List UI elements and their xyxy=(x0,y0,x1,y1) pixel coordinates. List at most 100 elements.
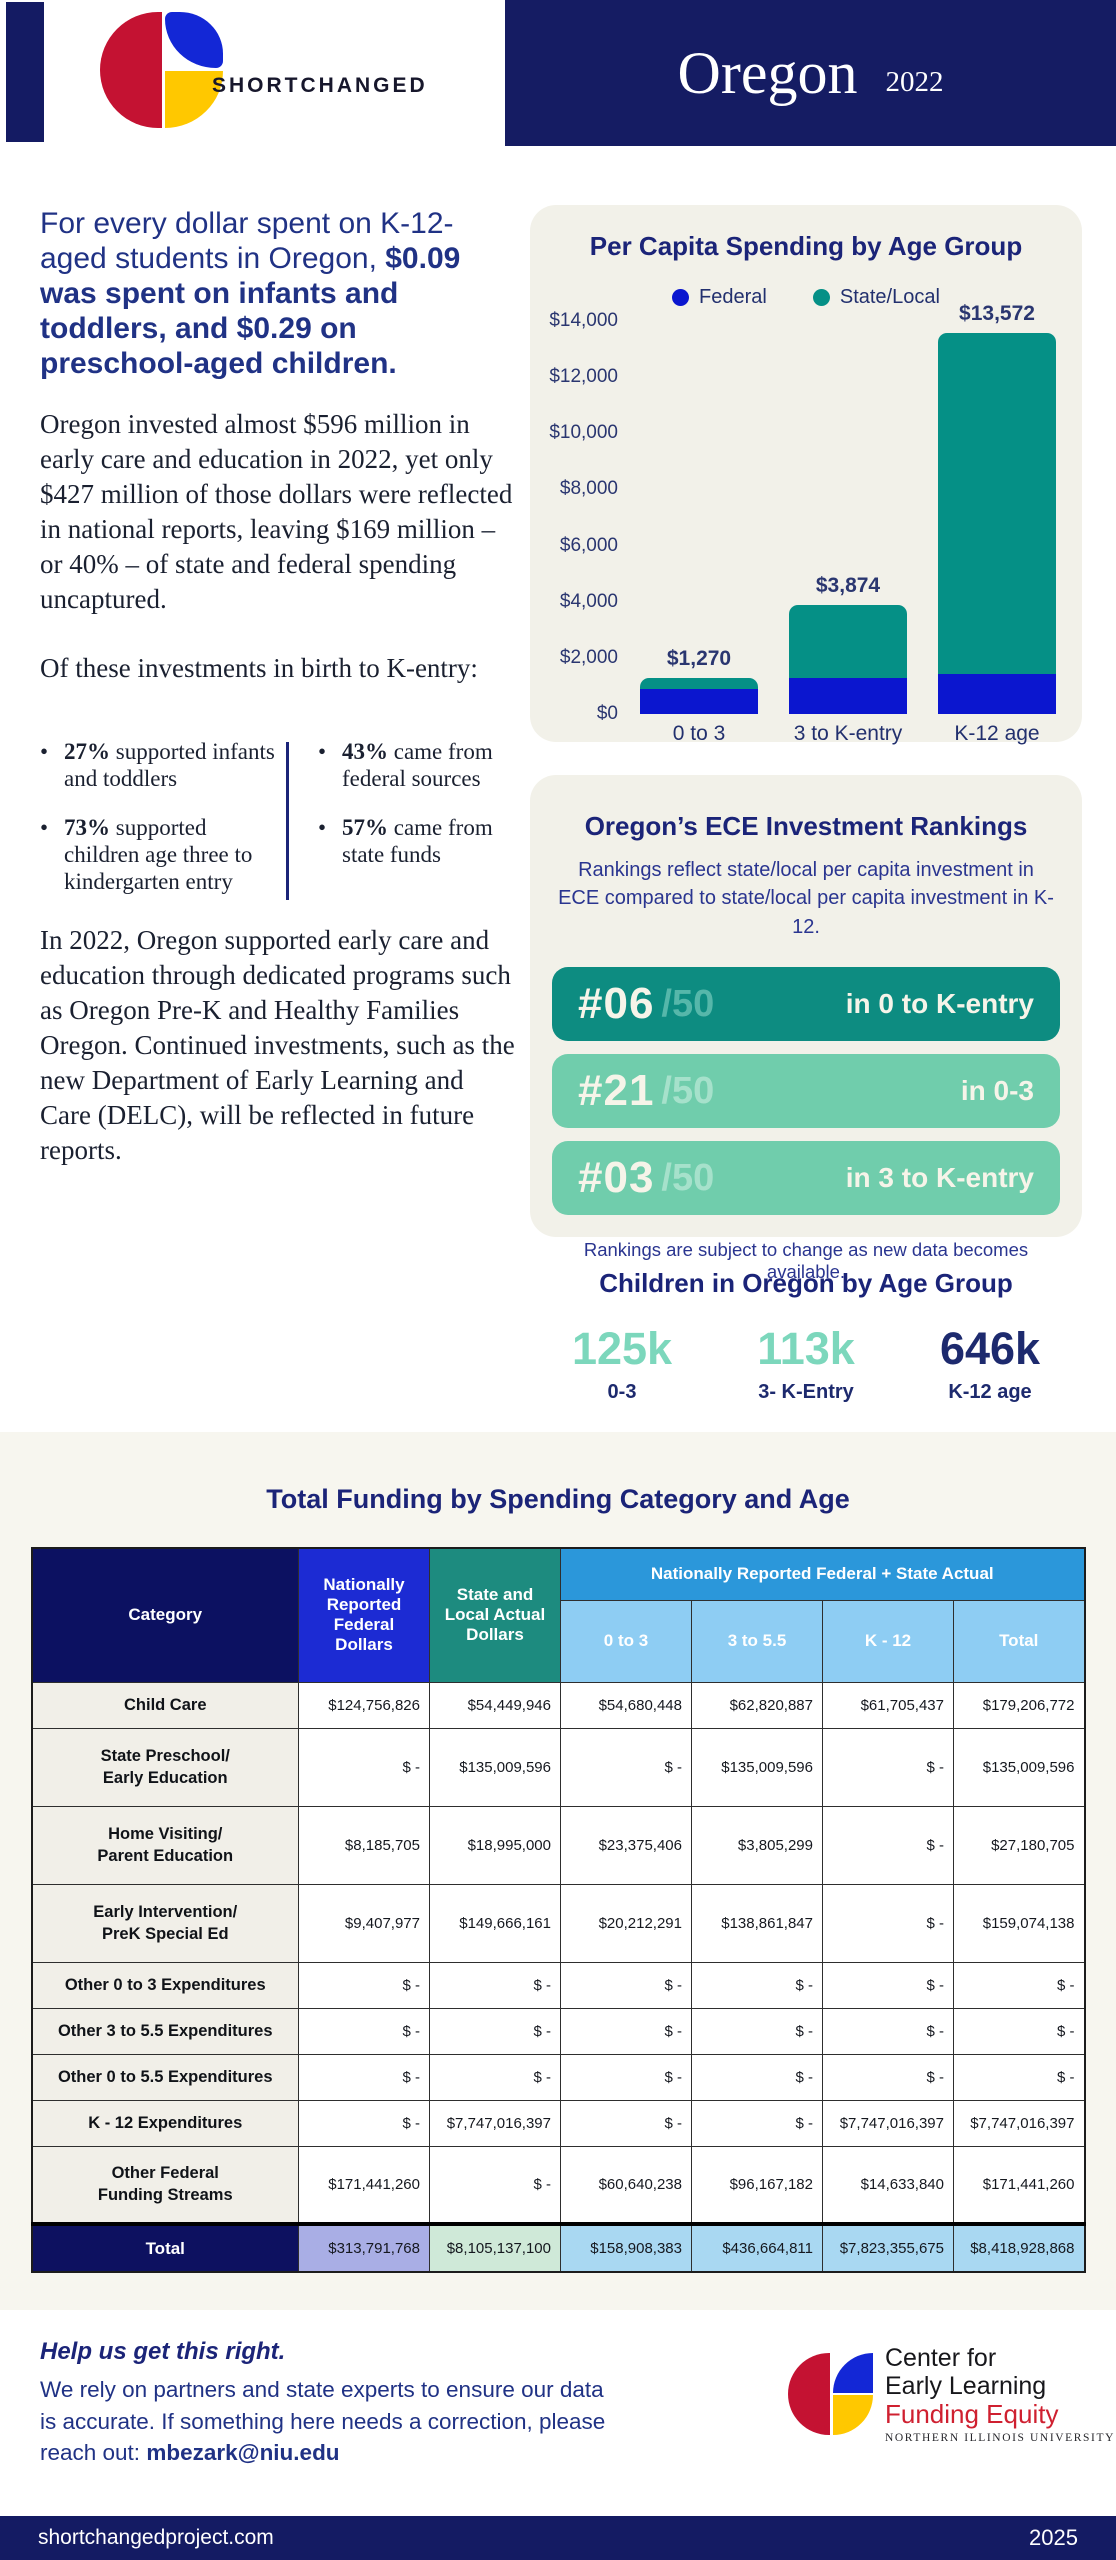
child-stat-label: 0-3 xyxy=(607,1381,637,1403)
row-value-cell: $ - xyxy=(953,2053,1085,2101)
ranking-rank: #03 xyxy=(578,1153,655,1203)
child-stat-value: 113k xyxy=(757,1323,855,1374)
row-category-cell: State Preschool/Early Education xyxy=(31,1727,299,1807)
y-tick-label: $4,000 xyxy=(559,590,618,612)
state-title-banner: Oregon 2022 xyxy=(505,0,1116,146)
total-value-cell: $158,908,383 xyxy=(560,2222,692,2273)
table-row: State Preschool/Early Education $ - $135,0… xyxy=(31,1727,1085,1807)
logo-red-shape xyxy=(100,12,162,128)
row-category-cell: Child Care xyxy=(31,1681,299,1729)
x-axis-label: K-12 age xyxy=(954,722,1040,745)
child-stat: 125k 0-3 xyxy=(530,1323,714,1404)
chart-title: Per Capita Spending by Age Group xyxy=(589,231,1023,261)
chart-body: $14,000 $12,000 $10,000 $8,000 $6,000 $4,000 $… xyxy=(548,302,1064,724)
celfe-line2: Early Learning xyxy=(885,2372,1047,2400)
rankings-note: Rankings are subject to change as new da… xyxy=(583,1239,1029,1283)
bar-stack: $13,572 xyxy=(938,302,1056,714)
celfe-logo: Center for Early Learning Funding Equity… xyxy=(788,2344,1115,2445)
row-value-cell: $8,185,705 xyxy=(298,1805,430,1885)
row-value-cell: $179,206,772 xyxy=(953,1681,1085,1729)
bullet-item: 43% came from federal sources xyxy=(318,738,508,792)
row-category-cell: K - 12 Expenditures xyxy=(31,2099,299,2147)
row-value-cell: $138,861,847 xyxy=(691,1883,823,1963)
row-category-cell: Other Federal Funding Streams xyxy=(31,2145,299,2225)
bar-segment-federal xyxy=(789,677,907,714)
row-value-cell: $ - xyxy=(560,2099,692,2147)
bullet-item: 27% supported infants and toddlers xyxy=(40,738,278,792)
row-value-cell: $54,449,946 xyxy=(429,1681,561,1729)
row-value-cell: $ - xyxy=(691,2099,823,2147)
total-value-cell: $436,664,811 xyxy=(691,2222,823,2273)
column-subheader: 3 to 5.5 xyxy=(691,1599,823,1683)
table-row: Early Intervention/PreK Special Ed $9,407… xyxy=(31,1883,1085,1963)
bar-segment-state-local xyxy=(640,678,758,690)
row-value-cell: $61,705,437 xyxy=(822,1681,954,1729)
ranking-rank: #21 xyxy=(578,1066,655,1116)
bullet-divider xyxy=(286,742,289,900)
row-value-cell: $7,747,016,397 xyxy=(822,2099,954,2147)
celfe-logo-red-shape xyxy=(788,2353,830,2436)
row-value-cell: $96,167,182 xyxy=(691,2145,823,2225)
row-value-cell: $14,633,840 xyxy=(822,2145,954,2225)
funding-table-band: Total Funding by Spending Category and A… xyxy=(0,1432,1116,2310)
x-axis-label: 0 to 3 xyxy=(672,722,726,745)
state-name: Oregon xyxy=(677,39,858,106)
row-value-cell: $ - xyxy=(822,1883,954,1963)
bar-stack: $1,270 xyxy=(640,647,758,714)
left-column: For every dollar spent on K-12-aged stud… xyxy=(40,206,518,1168)
y-tick-label: $10,000 xyxy=(549,422,618,444)
row-value-cell: $27,180,705 xyxy=(953,1805,1085,1885)
x-axis-label: 3 to K-entry xyxy=(793,722,903,745)
row-value-cell: $ - xyxy=(298,2099,430,2147)
celfe-line3: Funding Equity xyxy=(885,2399,1059,2429)
bar-segment-federal xyxy=(938,673,1056,714)
row-value-cell: $62,820,887 xyxy=(691,1681,823,1729)
ranking-label: in 3 to K-entry xyxy=(845,1162,1034,1194)
table-row: Other Federal Funding Streams $171,441,260… xyxy=(31,2145,1085,2225)
row-value-cell: $20,212,291 xyxy=(560,1883,692,1963)
column-header-state-local: State and Local Actual Dollars xyxy=(429,1547,561,1683)
table-row: Home Visiting/Parent Education $8,185,705… xyxy=(31,1805,1085,1885)
bullet-percent: 27% xyxy=(64,739,110,764)
legend-label: State/Local xyxy=(839,286,940,308)
bullet-percent: 57% xyxy=(342,815,388,840)
header-accent-bar xyxy=(6,2,44,142)
y-tick-label: $8,000 xyxy=(559,478,618,500)
row-value-cell: $159,074,138 xyxy=(953,1883,1085,1963)
lead-statement: For every dollar spent on K-12-aged stud… xyxy=(40,206,518,381)
y-tick-label: $0 xyxy=(596,703,618,724)
help-title: Help us get this right. xyxy=(40,2338,286,2365)
total-label-cell: Total xyxy=(31,2222,299,2273)
table-row: K - 12 Expenditures $ - $7,747,016,397 $ - $… xyxy=(31,2099,1085,2147)
bullet-list-left: 27% supported infants and toddlers 73% su… xyxy=(40,738,278,917)
rankings-subtitle: Rankings reflect state/local per capita … xyxy=(558,859,1054,938)
celfe-logo-yellow-shape xyxy=(833,2395,873,2436)
row-value-cell: $135,009,596 xyxy=(429,1727,561,1807)
child-stat-label: 3- K-Entry xyxy=(758,1381,854,1403)
row-value-cell: $3,805,299 xyxy=(691,1805,823,1885)
total-value-cell: $7,823,355,675 xyxy=(822,2222,954,2273)
legend-dot-icon xyxy=(672,289,690,306)
table-total-row: Total $313,791,768 $8,105,137,100 $158,908,… xyxy=(31,2222,1085,2273)
row-value-cell: $ - xyxy=(822,1961,954,2009)
row-value-cell: $171,441,260 xyxy=(953,2145,1085,2225)
table-row: Other 0 to 5.5 Expenditures $ - $ - $ - $ - $… xyxy=(31,2053,1085,2101)
funding-table-title: Total Funding by Spending Category and A… xyxy=(266,1484,850,1514)
bullet-percent: 43% xyxy=(342,739,388,764)
row-value-cell: $ - xyxy=(822,2053,954,2101)
row-category-cell: Other 0 to 3 Expenditures xyxy=(31,1961,299,2009)
lead-bold: $0.09 was spent on infants and toddlers,… xyxy=(40,242,461,380)
column-subheader: 0 to 3 xyxy=(560,1599,692,1683)
column-header-category: Category xyxy=(31,1547,299,1683)
chart-x-axis: 0 to 3 3 to K-entry K-12 age xyxy=(632,714,1064,746)
row-category-cell: Other 3 to 5.5 Expenditures xyxy=(31,2007,299,2055)
row-value-cell: $ - xyxy=(429,1961,561,2009)
bullet-list-right: 43% came from federal sources 57% came fr… xyxy=(318,738,508,917)
row-value-cell: $ - xyxy=(429,2007,561,2055)
ranking-rank: #06 xyxy=(578,979,655,1029)
children-stats-title: Children in Oregon by Age Group xyxy=(599,1268,1013,1298)
bullet-item: 57% came from state funds xyxy=(318,814,508,868)
y-tick-label: $14,000 xyxy=(549,310,618,331)
row-value-cell: $ - xyxy=(560,1961,692,2009)
